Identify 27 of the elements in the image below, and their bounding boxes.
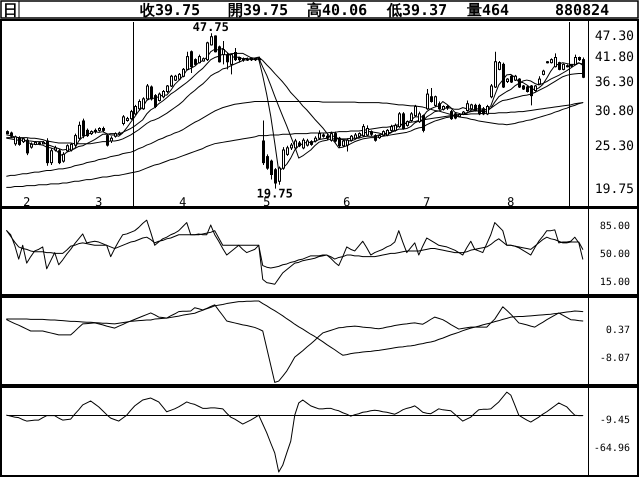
x-tick-label: 6	[343, 195, 350, 209]
x-tick-label: 3	[95, 195, 102, 209]
text: 收39.75	[140, 1, 200, 19]
y-tick-label: 47.30	[594, 29, 634, 44]
y-tick-label: 19.75	[594, 182, 634, 197]
text: 日	[3, 1, 18, 19]
x-tick-label: 4	[179, 195, 186, 209]
y-tick-label: 36.30	[594, 75, 634, 90]
y-tick-label: 85.00	[600, 221, 630, 232]
y-tick-label: -9.45	[600, 415, 630, 426]
y-tick-label: 25.30	[594, 139, 634, 154]
text: 880824	[555, 1, 610, 19]
y-tick-label: -64.96	[594, 443, 630, 454]
y-tick-label: 30.80	[594, 104, 634, 119]
y-tick-label: 0.37	[606, 325, 630, 336]
x-tick-label: 8	[507, 195, 514, 209]
text: 高40.06	[307, 1, 368, 19]
text: 低39.37	[386, 1, 448, 19]
y-tick-label: 15.00	[600, 277, 630, 288]
x-tick-label: 7	[423, 195, 430, 209]
annotation: 47.75	[192, 20, 229, 34]
text: 量464	[466, 1, 510, 19]
y-tick-label: -8.07	[600, 353, 630, 364]
y-tick-label: 50.00	[600, 249, 630, 260]
x-tick-label: 2	[23, 195, 30, 209]
y-tick-label: 41.80	[594, 50, 634, 65]
text: 開39.75	[228, 1, 288, 19]
